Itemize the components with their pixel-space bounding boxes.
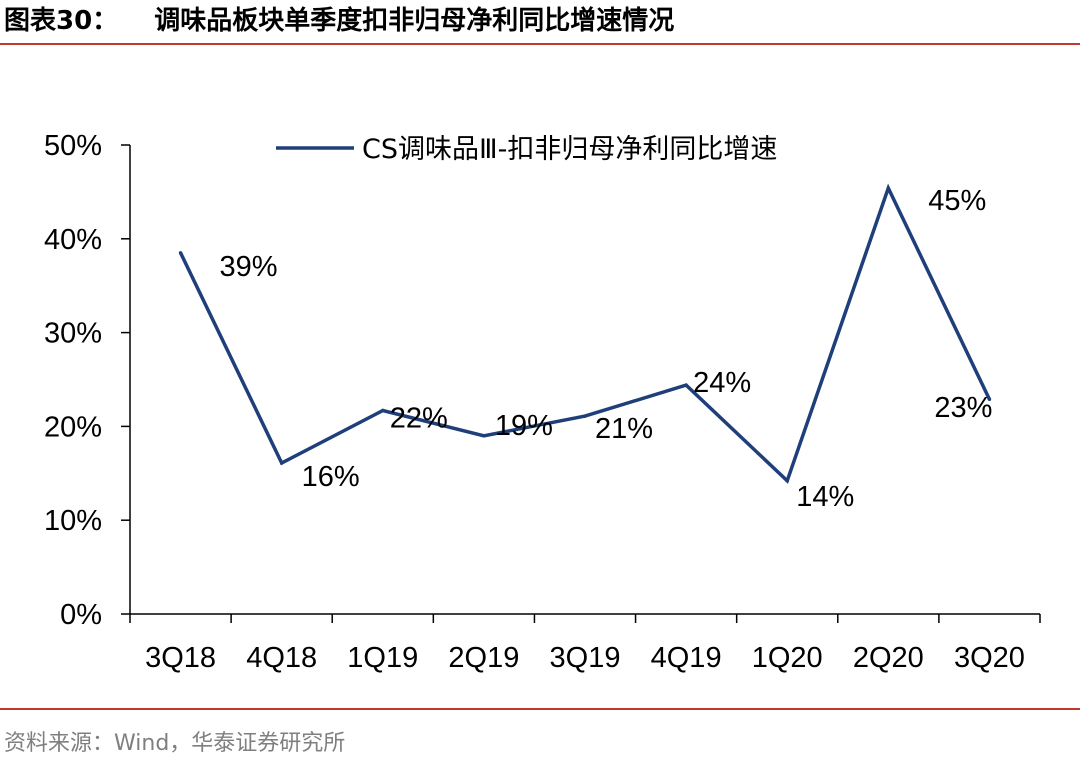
data-point (381, 408, 385, 413)
data-point (886, 186, 891, 190)
y-tick-label: 0% (60, 599, 102, 631)
data-point (684, 383, 688, 387)
data-label: 22% (390, 402, 448, 434)
data-label: 14% (796, 481, 854, 513)
x-tick-label: 1Q20 (752, 642, 823, 674)
data-label: 23% (934, 392, 992, 424)
figure-title-text: 调味品板块单季度扣非归母净利同比增速情况 (154, 6, 675, 36)
data-label: 39% (220, 251, 278, 283)
data-point (987, 397, 992, 401)
y-tick-label: 10% (44, 505, 102, 537)
data-label: 16% (302, 461, 360, 493)
data-label: 45% (928, 185, 986, 217)
data-point (785, 479, 789, 483)
legend-label: CS调味品Ⅲ-扣非归母净利同比增速 (362, 134, 777, 165)
x-tick-label: 2Q19 (448, 642, 519, 674)
data-label: 21% (595, 413, 653, 445)
data-point (583, 414, 587, 418)
data-label: 24% (693, 367, 751, 399)
y-tick-label: 50% (44, 130, 102, 162)
top-divider (0, 43, 1080, 45)
line-chart: 0% 10% 20% 30% 40% 50% 3Q18 4Q18 1Q19 2Q19 3Q19 4Q1… (44, 130, 1041, 674)
data-point (482, 434, 486, 438)
x-tick-label: 3Q20 (954, 642, 1025, 674)
x-tick-label: 4Q18 (246, 642, 317, 674)
x-tick-label: 1Q19 (347, 642, 418, 674)
bottom-divider (0, 708, 1080, 710)
x-tick-label: 2Q20 (853, 642, 924, 674)
series-line (179, 183, 991, 484)
figure-label: 图表30： (4, 6, 119, 36)
y-tick-label: 20% (44, 411, 102, 443)
figure-title: 图表30： 调味品板块单季度扣非归母净利同比增速情况 (4, 4, 674, 38)
data-point (178, 251, 183, 255)
data-label: 19% (495, 410, 553, 442)
source-note: 资料来源：Wind，华泰证券研究所 (4, 731, 346, 756)
x-tick-label: 3Q19 (550, 642, 621, 674)
x-tick-label: 3Q18 (145, 642, 216, 674)
data-point (279, 461, 284, 465)
y-tick-label: 40% (44, 224, 102, 256)
y-tick-label: 30% (44, 318, 102, 350)
x-tick-label: 4Q19 (651, 642, 722, 674)
